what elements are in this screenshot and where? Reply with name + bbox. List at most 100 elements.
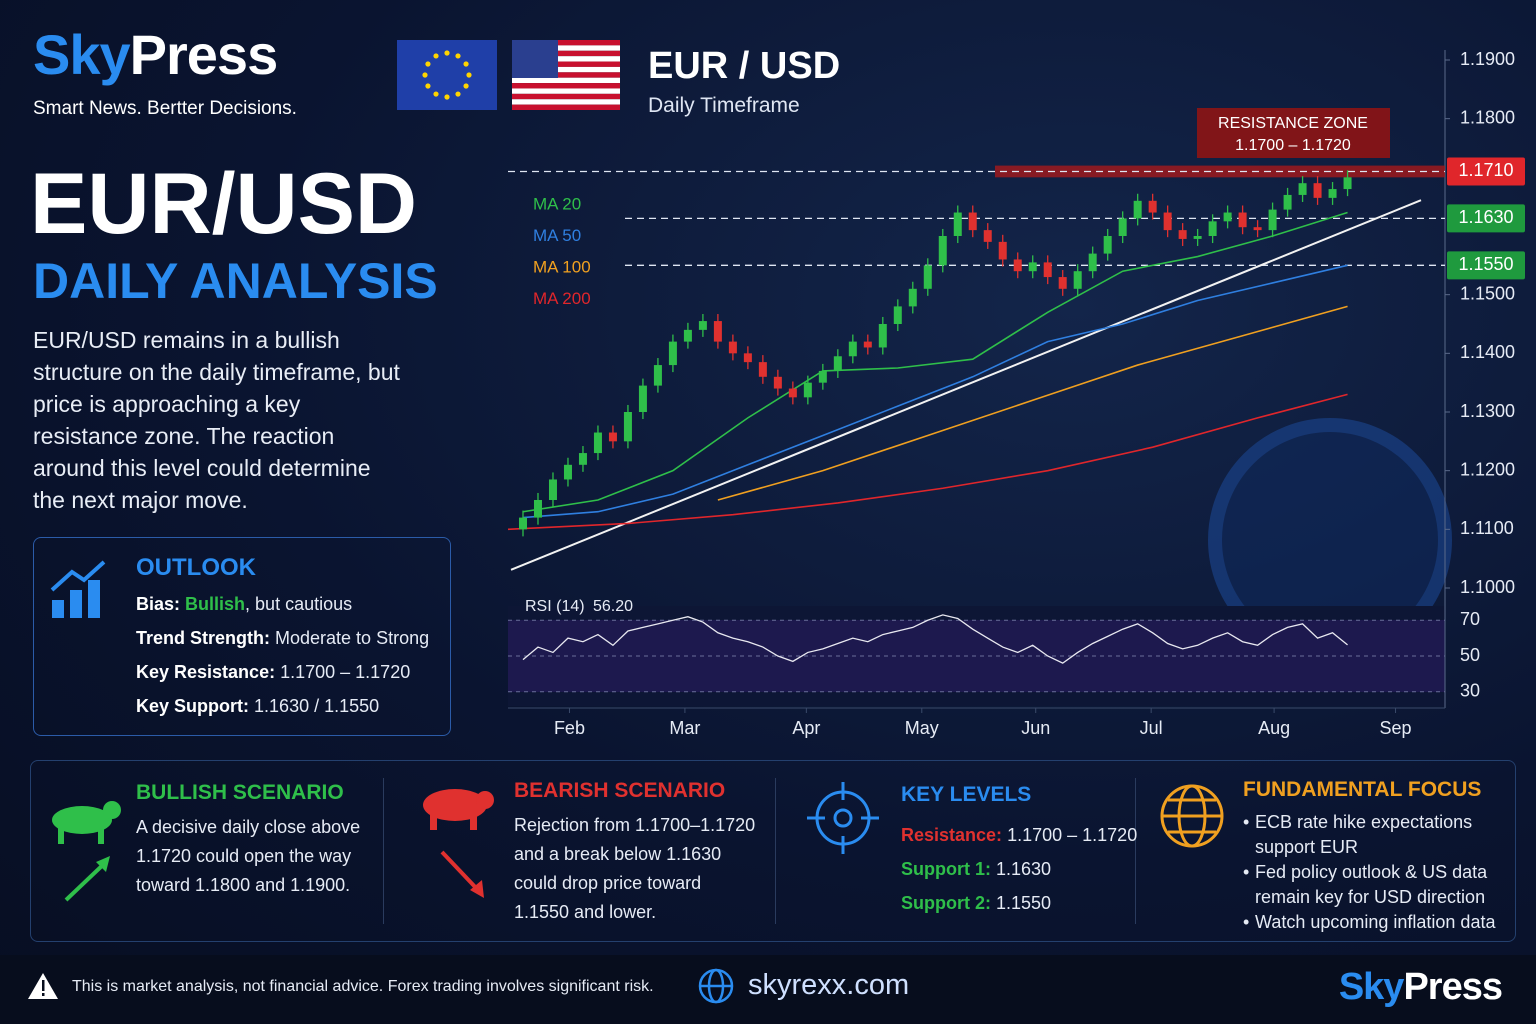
x-tick-label: Jul: [1140, 718, 1163, 738]
candle-body: [608, 432, 617, 442]
brand: SkyPress: [33, 22, 279, 87]
candle-body: [1043, 262, 1052, 278]
level-row: Support 1: 1.1630: [901, 859, 1137, 880]
key-levels-title: KEY LEVELS: [901, 783, 1032, 806]
candle-body: [953, 212, 962, 236]
outlook-row: Trend Strength: Moderate to Strong: [136, 628, 429, 649]
candle-body: [1193, 236, 1202, 239]
us-flag: [512, 40, 620, 110]
candle-body: [923, 265, 932, 289]
candle-body: [638, 385, 647, 412]
bear-icon: [423, 789, 494, 898]
level-label: 1.1710: [1458, 160, 1513, 180]
candle-body: [1283, 194, 1292, 210]
candle-body: [968, 212, 977, 231]
candle-body: [563, 464, 572, 480]
candle-body: [1058, 277, 1067, 289]
brand-b: Press: [129, 23, 279, 86]
timeframe: Daily Timeframe: [648, 94, 800, 117]
row-label: Key Resistance:: [136, 662, 276, 682]
candle-body: [1163, 212, 1172, 231]
candle-body: [1103, 236, 1112, 254]
row-label: Trend Strength:: [136, 628, 270, 648]
footer-band: [0, 955, 1536, 1024]
resistance-range: 1.1700 – 1.1720: [1235, 137, 1351, 154]
star: [466, 72, 472, 78]
candle-body: [848, 341, 857, 357]
star: [425, 61, 431, 67]
y-tick-label: 1.1200: [1460, 459, 1515, 479]
row-value: 1.1700 – 1.1720: [280, 662, 411, 682]
candle-body: [878, 324, 887, 348]
stripe: [512, 104, 620, 110]
x-tick-label: Mar: [669, 718, 700, 738]
divider: [775, 778, 776, 924]
level-value: 1.1700 – 1.1720: [1007, 825, 1138, 845]
x-tick-label: May: [905, 718, 939, 738]
key-levels: KEY LEVELS Resistance: 1.1700 – 1.1720 S…: [901, 783, 1137, 927]
rsi-line: [522, 614, 1348, 664]
rsi-tick-label: 70: [1460, 609, 1480, 629]
candle-body: [668, 341, 677, 366]
candle-body: [1073, 271, 1082, 289]
candle-body: [908, 288, 917, 307]
legend-entry: MA 100: [533, 257, 591, 276]
candle-body: [1028, 262, 1037, 272]
scenario-title: BULLISH SCENARIO: [136, 781, 344, 804]
row-value: Bullish: [185, 594, 246, 614]
divider: [383, 778, 384, 924]
eu-stars: [422, 50, 472, 100]
star: [433, 53, 439, 59]
level-row: Support 2: 1.1550: [901, 893, 1137, 914]
candle-body: [863, 341, 872, 348]
bearish-scenario: BEARISH SCENARIO Rejection from 1.1700–1…: [514, 779, 759, 927]
brand-a: Sky: [1338, 966, 1405, 1008]
trendline: [510, 199, 1422, 571]
level-label: Support 1:: [901, 859, 991, 879]
row-label: Key Support:: [136, 696, 250, 716]
candle-body: [548, 479, 557, 500]
level-value: 1.1630: [996, 859, 1052, 879]
candle-body: [1268, 209, 1277, 231]
rsi-title: RSI (14): [525, 598, 585, 615]
candle-body: [833, 356, 842, 371]
resistance-box: [1197, 108, 1390, 158]
row-value: Moderate to Strong: [275, 628, 430, 648]
candle-body: [518, 517, 527, 530]
bullish-scenario: BULLISH SCENARIO A decisive daily close …: [136, 781, 376, 900]
x-tick-label: Sep: [1380, 718, 1412, 738]
candle-body: [1118, 218, 1127, 236]
moving-average: [522, 264, 1348, 519]
candle-body: [623, 412, 632, 442]
stripe: [512, 61, 620, 67]
canton: [512, 40, 558, 78]
legend-entry: MA 20: [533, 194, 581, 213]
row-note: , but cautious: [245, 594, 353, 614]
candle-body: [1343, 177, 1352, 190]
candle-body: [578, 453, 587, 465]
candle-body: [1133, 200, 1142, 219]
outlook-row: Bias: Bullish, but cautious: [136, 594, 429, 615]
fundamental-list: ECB rate hike expectations support EUR F…: [1243, 810, 1503, 935]
legend-entry: MA 50: [533, 226, 581, 245]
stripe: [512, 40, 620, 46]
outlook-title: OUTLOOK: [136, 554, 256, 581]
scenario-text: A decisive daily close above 1.1720 coul…: [136, 817, 361, 895]
website[interactable]: skyrexx.com: [748, 969, 910, 1001]
candle-body: [1253, 227, 1262, 231]
outlook-box: [33, 537, 451, 736]
moving-average: [522, 211, 1348, 513]
y-tick-label: 1.1000: [1460, 577, 1515, 597]
row-label: Bias:: [136, 594, 181, 614]
candle-body: [698, 321, 707, 330]
candle-body: [1148, 200, 1157, 213]
star: [444, 94, 450, 100]
x-tick-label: Aug: [1258, 718, 1290, 738]
candle-body: [938, 236, 947, 266]
candle-body: [533, 500, 542, 518]
brand-a: Sky: [33, 23, 131, 86]
y-tick-label: 1.1300: [1460, 401, 1515, 421]
stripe: [512, 83, 620, 89]
candle-body: [773, 376, 782, 389]
